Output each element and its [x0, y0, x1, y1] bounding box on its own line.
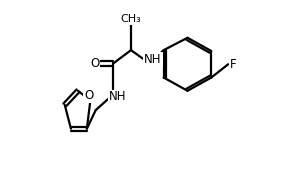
Text: NH: NH	[109, 90, 126, 103]
Text: CH₃: CH₃	[121, 14, 141, 24]
Text: O: O	[84, 89, 93, 102]
Text: F: F	[230, 58, 237, 71]
Text: NH: NH	[144, 53, 162, 66]
Text: O: O	[90, 57, 99, 70]
